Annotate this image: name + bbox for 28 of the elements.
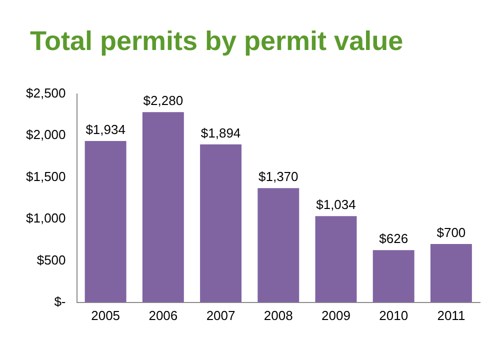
x-tick-label: 2011 [437,308,466,323]
y-tick-label: $1,000 [26,210,66,226]
y-tick-label: $500 [36,252,66,268]
data-label: $2,280 [143,93,184,108]
data-label: $700 [436,225,466,240]
bar [430,244,472,302]
data-label: $1,894 [200,125,241,140]
x-tick-label: 2008 [264,308,293,323]
x-tick-label: 2009 [322,308,350,323]
bar [372,250,414,302]
bar [315,216,357,302]
data-label: $1,934 [86,122,126,138]
bar [200,144,242,302]
x-tick-label: 2006 [148,308,178,323]
x-tick-label: 2005 [91,308,120,323]
y-tick-label: $- [54,294,66,309]
x-tick-label: 2010 [379,308,408,323]
y-tick-label: $1,500 [26,168,66,184]
data-label: $1,370 [258,169,298,184]
x-tick-label: 2007 [206,308,236,323]
y-tick-label: $2,500 [26,85,66,100]
chart-title: Total permits by permit value [30,26,404,57]
bar [258,188,300,302]
data-label: $1,034 [316,197,356,212]
data-label: $626 [379,231,408,246]
bar [142,112,184,302]
bar [84,141,126,302]
y-tick-label: $2,000 [26,127,66,142]
